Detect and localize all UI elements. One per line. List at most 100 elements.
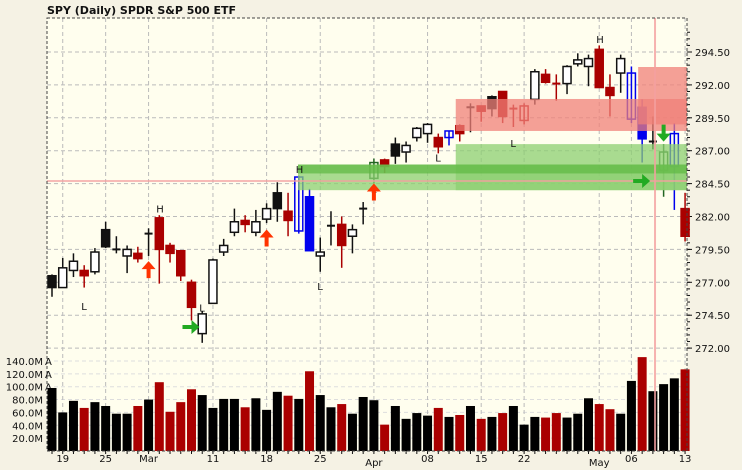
candle (229, 208, 240, 237)
candle (240, 215, 250, 233)
candle (133, 246, 143, 263)
candle (176, 249, 186, 281)
candle-body (530, 70, 540, 101)
candle-body (412, 127, 422, 139)
date-tick-label: Mar (139, 454, 159, 465)
volume-bar (487, 416, 497, 451)
candle-body (186, 281, 197, 309)
candle-body (229, 221, 240, 234)
volume-bar (358, 396, 368, 451)
date-tick-label: Apr (365, 458, 383, 469)
volume-bar (594, 404, 604, 451)
signal-arrow-right-icon (182, 320, 200, 335)
candle-body (261, 207, 272, 220)
volume-bar (369, 400, 379, 451)
volume-bar (669, 378, 679, 451)
volume-bar (229, 398, 239, 451)
volume-alert-marker: A (45, 370, 52, 381)
candle (251, 209, 261, 237)
volume-bar (455, 414, 465, 451)
candle (315, 237, 325, 272)
date-tick-label: 19 (56, 454, 69, 465)
candle-body (422, 123, 433, 135)
candle-body (68, 260, 79, 272)
price-tick-label: 287.00 (695, 147, 730, 158)
plot-background (47, 18, 687, 451)
candle (401, 141, 411, 163)
signal-arrow-up-icon (366, 183, 381, 201)
volume-bar (659, 384, 669, 451)
swing-low-marker: L (510, 139, 516, 150)
volume-bar (122, 413, 132, 451)
candle (197, 311, 207, 343)
volume-bar (605, 409, 615, 451)
volume-bar (530, 416, 540, 451)
candle-body (79, 269, 89, 277)
price-tick-label: 272.00 (695, 344, 730, 355)
date-tick-label: 13 (679, 454, 692, 465)
signal-arrow-right-icon (633, 173, 651, 188)
volume-bar (294, 398, 304, 451)
candle (615, 54, 626, 93)
price-tick-label: 277.00 (695, 278, 730, 289)
candle-body (433, 136, 444, 148)
candle-body (47, 274, 57, 289)
swing-high-marker: H (296, 165, 304, 176)
volume-bar (433, 407, 443, 451)
volume-bar (390, 405, 400, 451)
volume-bar (465, 405, 475, 451)
candle (272, 182, 283, 222)
candle-body (680, 207, 690, 237)
candle-body (315, 251, 325, 257)
volume-tick-label: 100.0M (6, 383, 43, 394)
candle-body (562, 65, 572, 85)
volume-bar (315, 395, 325, 451)
candle-body (165, 244, 175, 255)
date-tick-label: 22 (518, 454, 531, 465)
candle (444, 130, 454, 146)
candle (165, 242, 175, 263)
volume-bar (176, 402, 186, 451)
candle-body (304, 196, 315, 252)
candle (47, 274, 57, 297)
swing-low-marker: L (435, 153, 441, 164)
swing-high-marker: H (596, 35, 604, 46)
candle-body (573, 59, 583, 65)
price-tick-label: 292.00 (695, 81, 730, 92)
candle (261, 203, 272, 224)
volume-alert-marker: A (45, 357, 52, 368)
candle-body (57, 267, 68, 289)
candle-body (347, 228, 358, 237)
candle (100, 221, 111, 249)
volume-bar (197, 395, 207, 451)
volume-bar (283, 395, 293, 451)
volume-bar (616, 413, 626, 451)
volume-bar (68, 400, 78, 451)
date-tick-label: 25 (314, 454, 327, 465)
candle (79, 265, 89, 288)
candle-body (272, 192, 283, 210)
swing-low-marker: L (81, 302, 87, 313)
plot-border (46, 17, 688, 452)
signal-arrow-down-icon (656, 124, 671, 142)
date-tick-label: May (589, 458, 610, 469)
volume-bar (305, 371, 315, 451)
candle-body (615, 57, 626, 74)
candle-body (605, 86, 615, 97)
volume-bar (380, 424, 390, 451)
volume-bar (476, 418, 486, 451)
candle (594, 45, 604, 89)
candle-body (444, 130, 454, 139)
candle (186, 279, 197, 321)
candle (68, 253, 79, 278)
volume-bar (637, 357, 647, 451)
price-tick-label: 274.50 (695, 311, 730, 322)
signal-arrow-up-icon (141, 261, 156, 279)
date-tick-label: 08 (421, 454, 434, 465)
volume-bar (186, 389, 196, 451)
volume-bar (551, 413, 561, 451)
date-tick-label: 18 (260, 454, 273, 465)
volume-bar (240, 407, 250, 451)
volume-bar (444, 416, 454, 451)
